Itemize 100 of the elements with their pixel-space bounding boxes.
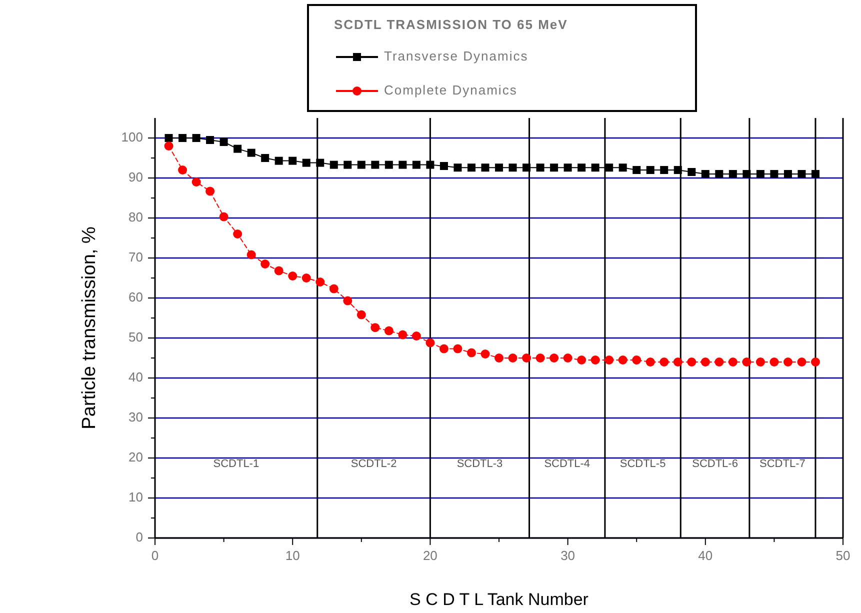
point [577,356,586,364]
y-tick-label: 70 [128,249,143,264]
y-tick-label: 80 [128,209,143,224]
point [329,284,338,294]
point [164,134,173,142]
point [480,350,490,358]
point [246,250,256,260]
point [481,164,490,172]
point [274,266,284,276]
point [247,148,256,157]
point [178,166,188,174]
point [220,138,228,146]
point [550,354,559,362]
point [550,164,558,172]
point [591,164,600,172]
point [233,230,242,238]
y-tick-label: 50 [128,329,143,344]
point [426,338,435,348]
point [536,354,545,362]
point [632,356,642,364]
point [206,136,214,144]
point [371,160,380,169]
point [234,144,242,153]
point [508,354,518,362]
point [453,344,462,354]
point [440,162,448,170]
point [756,358,765,366]
point [660,166,668,174]
point [206,186,215,196]
annotation: SCDTL-2 [350,458,397,470]
point [398,330,408,340]
point [508,164,517,172]
point [219,212,228,222]
point [261,154,270,162]
point [260,260,270,268]
point [646,358,655,366]
point [701,170,710,178]
point [288,156,297,165]
y-tick-label: 100 [121,129,143,144]
annotation: SCDTL-6 [692,458,738,470]
point [770,170,778,178]
point [728,170,737,178]
annotation: SCDTL-3 [456,458,503,470]
point [590,356,600,364]
point [398,160,407,169]
point [784,170,792,178]
point [316,158,324,167]
y-tick-label: 40 [128,369,143,384]
y-tick-label: 30 [128,409,143,424]
point [192,178,201,186]
point [370,323,380,332]
annotation: SCDTL-1 [213,458,260,470]
point [687,358,696,366]
point [316,278,325,286]
point [454,164,462,172]
point [728,358,738,366]
point [742,170,751,178]
y-tick-label: 90 [128,169,143,184]
point [564,164,572,172]
point [522,164,531,172]
point [783,358,792,366]
x-tick-label: 40 [698,548,713,563]
point [412,160,420,169]
x-tick-label: 20 [422,548,438,563]
point [578,164,586,172]
point [426,160,434,169]
y-tick-label: 0 [136,529,143,544]
y-tick-label: 60 [128,289,143,304]
point [178,134,187,142]
point [302,158,310,167]
point [770,358,779,366]
point [674,166,682,174]
x-tick-label: 50 [836,548,850,563]
point [646,166,654,174]
point [604,356,614,364]
point [618,356,628,364]
point [673,358,682,366]
point [632,166,641,174]
point [618,164,627,172]
point [384,160,393,169]
point [811,170,820,178]
point [357,160,366,169]
point [810,358,820,366]
legend-label: Complete Dynamics [384,82,518,98]
legend-title: SCDTL TRASMISSION TO 65 MeV [334,17,568,32]
legend-label: Transverse Dynamics [384,48,528,64]
point [343,296,352,306]
point [797,358,806,366]
x-tick-label: 30 [560,548,576,563]
annotation: SCDTL-4 [544,458,590,470]
point [660,358,669,366]
annotation: SCDTL-5 [620,458,666,470]
y-tick-label: 10 [128,489,143,504]
point [288,272,298,280]
point [756,170,764,178]
y-tick-label: 20 [128,449,143,464]
x-axis-title: S C D T L Tank Number [410,590,589,609]
point [466,348,476,358]
point [494,354,504,362]
x-tick-label: 10 [285,548,300,563]
